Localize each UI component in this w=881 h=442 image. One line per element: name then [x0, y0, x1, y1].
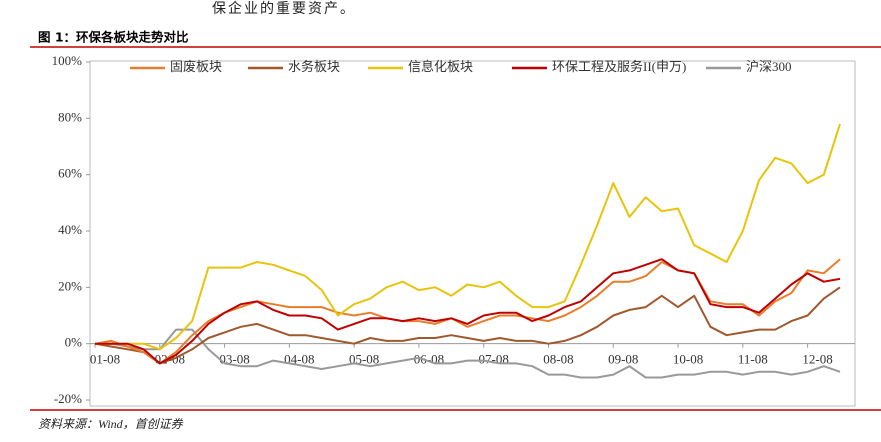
x-tick-label: 07-08: [479, 352, 509, 367]
y-tick-label: 20%: [58, 278, 82, 293]
y-tick-label: -20%: [54, 391, 82, 406]
series-line: [95, 123, 841, 351]
series-line: [94, 286, 841, 365]
legend-label: 信息化板块: [408, 59, 473, 74]
series-line: [95, 258, 841, 365]
x-tick-label: 01-08: [90, 352, 120, 367]
x-tick-label: 10-08: [673, 352, 703, 367]
y-tick-label: 0%: [65, 335, 83, 350]
y-tick-label: 80%: [58, 109, 82, 124]
paragraph-text: 保企业的重要资产。: [212, 0, 356, 17]
plot-frame: [89, 60, 856, 407]
x-tick-label: 12-08: [802, 352, 832, 367]
x-tick-label: 09-08: [608, 352, 638, 367]
x-tick-label: 08-08: [543, 352, 573, 367]
x-tick-label: 11-08: [738, 352, 768, 367]
y-tick-label: 40%: [58, 222, 82, 237]
source-note: 资料来源：Wind，首创证券: [38, 417, 184, 431]
legend-label: 固废板块: [170, 59, 222, 74]
y-tick-label: 100%: [52, 53, 83, 68]
series-line: [95, 328, 841, 379]
legend-label: 水务板块: [288, 59, 340, 74]
legend-label: 沪深300: [746, 59, 792, 74]
x-tick-label: 06-08: [414, 352, 444, 367]
figure-title: 图 1：环保各板块走势对比: [38, 30, 189, 45]
legend-label: 环保工程及服务II(申万): [552, 59, 686, 74]
y-tick-label: 60%: [58, 166, 82, 181]
